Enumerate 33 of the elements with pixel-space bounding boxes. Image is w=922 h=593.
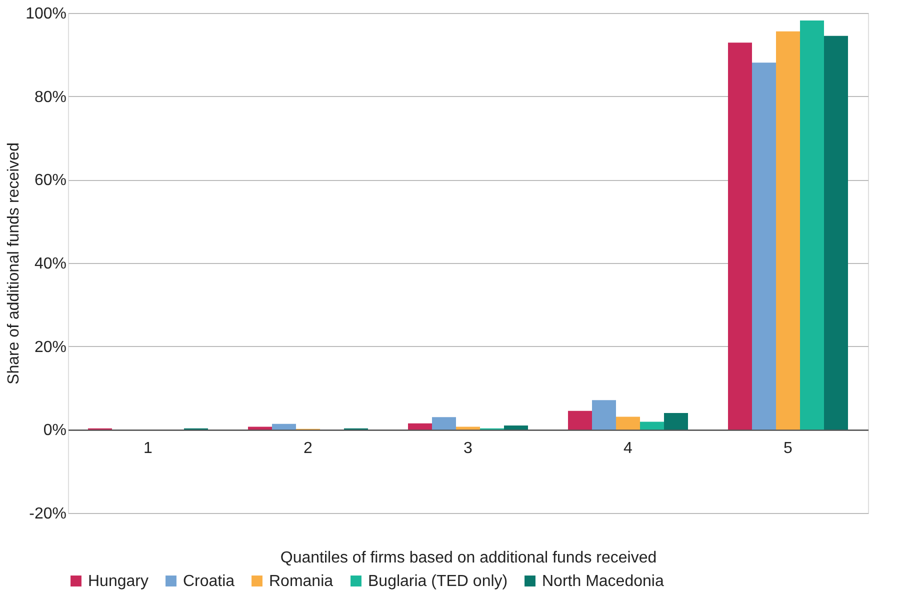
y-tick-label: 20%	[34, 338, 66, 356]
bar	[640, 422, 664, 430]
x-axis-title: Quantiles of firms based on additional funds received	[280, 550, 657, 566]
bar	[408, 423, 432, 430]
y-tick-label: 60%	[34, 172, 66, 190]
y-tick-label: -20%	[29, 506, 66, 522]
y-tick-label: 0%	[43, 422, 66, 440]
bar	[432, 417, 456, 430]
y-axis-title: Share of additional funds received	[6, 142, 23, 384]
legend-label: Romania	[269, 573, 334, 590]
x-tick-label: 2	[304, 440, 313, 458]
x-tick-label: 4	[624, 440, 633, 458]
x-tick-label: 3	[464, 440, 473, 458]
bar	[752, 62, 776, 430]
y-tick-label: 80%	[34, 88, 66, 106]
bar	[800, 20, 824, 430]
bar	[664, 413, 688, 430]
x-tick-label: 5	[784, 440, 793, 458]
legend-label: Hungary	[88, 573, 148, 590]
x-tick-label: 1	[144, 440, 153, 458]
bar	[504, 426, 528, 430]
legend-label: Buglaria (TED only)	[368, 573, 508, 590]
bar	[728, 42, 752, 430]
bar	[824, 36, 848, 430]
bar	[272, 424, 296, 430]
bar	[616, 416, 640, 430]
bar	[568, 410, 592, 430]
y-tick-label: 40%	[34, 256, 66, 272]
legend-label: North Macedonia	[542, 573, 664, 590]
y-tick-label: 100%	[26, 6, 66, 22]
bar	[776, 31, 800, 430]
legend-label: Croatia	[183, 573, 235, 590]
bar	[592, 400, 616, 430]
